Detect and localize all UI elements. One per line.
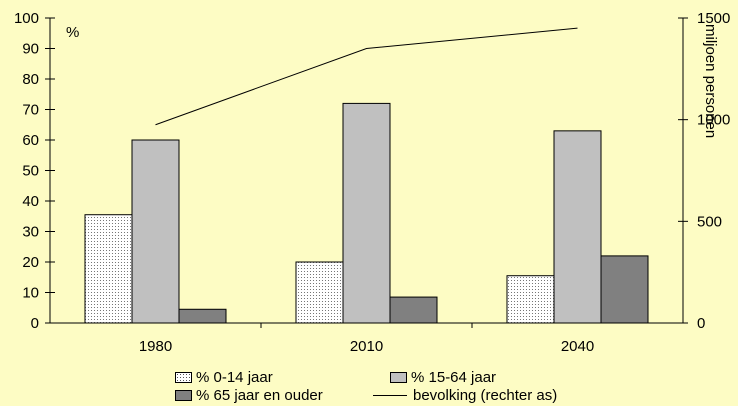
bar	[84, 214, 133, 324]
population-polyline	[155, 27, 578, 126]
bar	[506, 275, 555, 324]
left-tick-label: 60	[22, 132, 39, 149]
legend-label-0-14: % 0-14 jaar	[196, 369, 273, 386]
left-tick-label: 0	[31, 315, 39, 332]
left-tick-label: 80	[22, 71, 39, 88]
legend-swatch-0-14	[175, 372, 192, 383]
legend-swatch-15-64	[390, 372, 407, 383]
legend-item-0-14: % 0-14 jaar	[175, 369, 273, 386]
left-tick-label: 40	[22, 193, 39, 210]
left-tick-label: 20	[22, 254, 39, 271]
legend-label-65-plus: % 65 jaar en ouder	[196, 387, 323, 404]
left-tick-label: 90	[22, 41, 39, 58]
left-tick-label: 10	[22, 285, 39, 302]
left-tick-label: 100	[14, 10, 39, 27]
bar	[600, 255, 649, 324]
x-tick-label: 2010	[350, 338, 383, 355]
legend-swatch-65-plus	[175, 390, 192, 401]
right-tick-label: 1000	[697, 112, 730, 129]
left-axis-label: %	[66, 24, 79, 41]
x-tick-label: 1980	[139, 338, 172, 355]
bars	[84, 102, 649, 324]
right-tick-label: 1500	[697, 10, 730, 27]
bar	[295, 261, 344, 324]
right-axis-label: miljoen personen	[702, 24, 719, 138]
bar	[178, 308, 227, 324]
bar	[553, 130, 602, 324]
bar	[389, 296, 438, 324]
bar	[342, 102, 391, 324]
left-tick-label: 30	[22, 224, 39, 241]
right-tick-label: 500	[697, 213, 722, 230]
x-tick-label: 2040	[561, 338, 594, 355]
legend-label-population: bevolking (rechter as)	[413, 387, 558, 404]
population-line	[155, 27, 578, 126]
legend-item-15-64: % 15-64 jaar	[390, 369, 496, 386]
bar	[131, 139, 180, 324]
left-tick-label: 50	[22, 163, 39, 180]
legend: % 0-14 jaar % 15-64 jaar % 65 jaar en ou…	[175, 369, 615, 405]
legend-swatch-population	[373, 395, 407, 396]
legend-label-15-64: % 15-64 jaar	[411, 369, 497, 386]
legend-item-population: bevolking (rechter as)	[373, 387, 557, 404]
right-tick-label: 0	[697, 315, 705, 332]
legend-item-65-plus: % 65 jaar en ouder	[175, 387, 323, 404]
left-tick-label: 70	[22, 102, 39, 119]
